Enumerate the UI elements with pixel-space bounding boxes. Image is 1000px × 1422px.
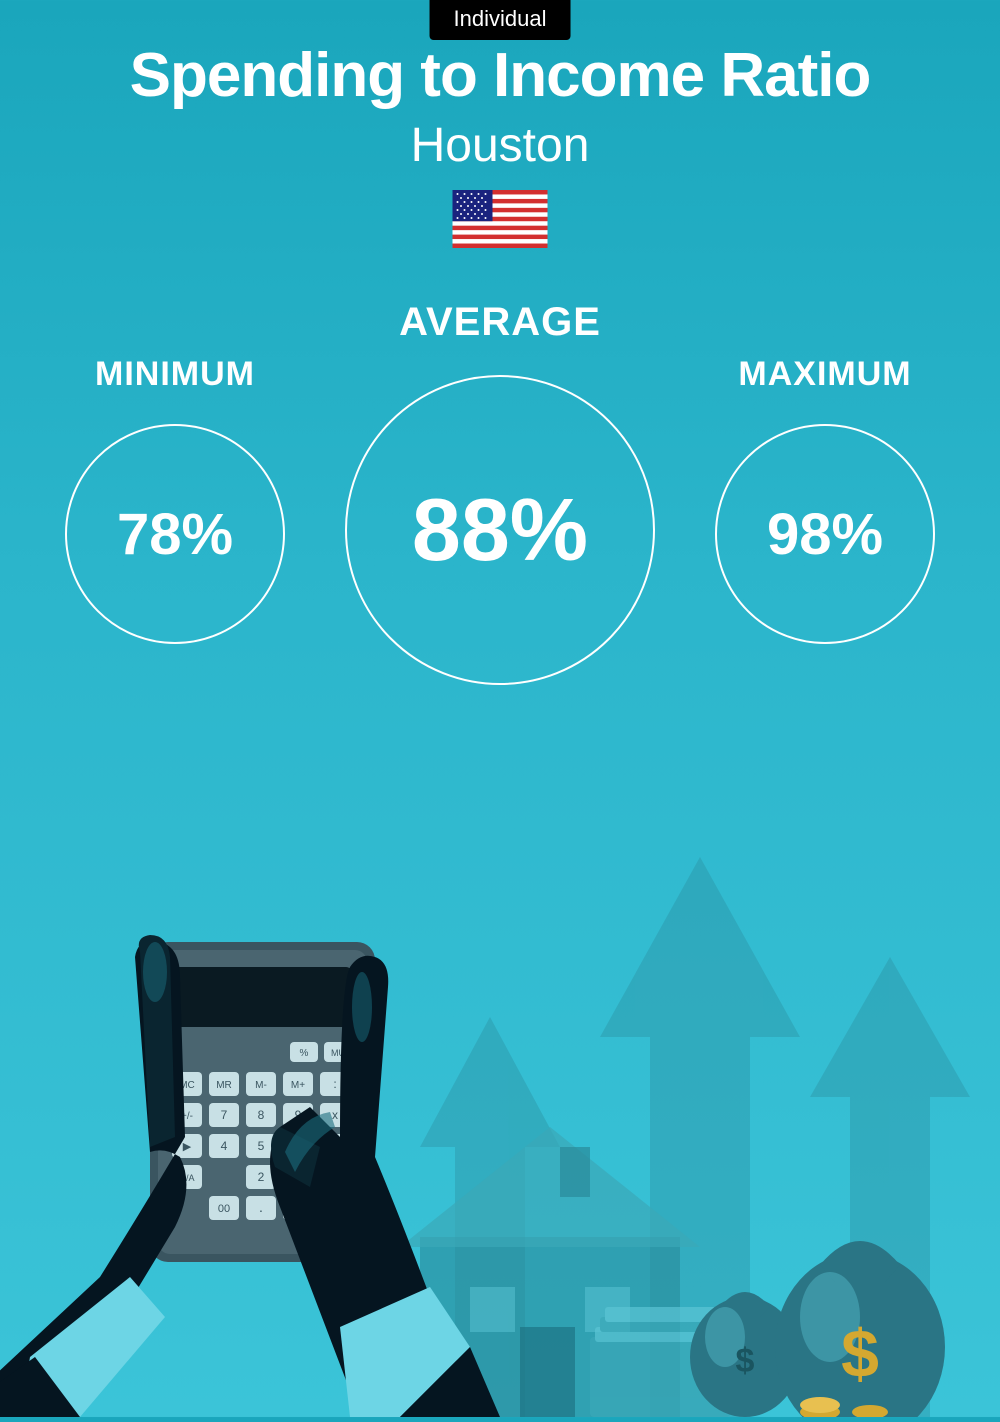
svg-text:5: 5 (258, 1139, 265, 1153)
city-name: Houston (0, 118, 1000, 173)
svg-text:MR: MR (216, 1080, 232, 1091)
svg-text:$: $ (841, 1316, 879, 1392)
stat-average-value: 88% (412, 479, 588, 581)
svg-text:4: 4 (221, 1139, 228, 1153)
finance-illustration: $ $ % MU (0, 857, 1000, 1417)
stat-maximum-label: MAXIMUM (738, 355, 911, 394)
usa-flag-icon (453, 190, 548, 248)
svg-text::: : (333, 1077, 336, 1091)
svg-text:M-: M- (255, 1080, 267, 1091)
stat-maximum-circle: 98% (715, 424, 935, 644)
stat-average-label: AVERAGE (399, 300, 601, 345)
svg-text:$: $ (736, 1342, 755, 1380)
stat-minimum-label: MINIMUM (95, 355, 255, 394)
stat-maximum: MAXIMUM 98% (715, 300, 935, 644)
page-title: Spending to Income Ratio (0, 40, 1000, 111)
stat-average: AVERAGE 88% (345, 300, 655, 685)
svg-text:%: % (300, 1048, 309, 1059)
svg-text:7: 7 (221, 1108, 228, 1122)
badge-individual: Individual (430, 0, 571, 40)
stat-minimum: MINIMUM 78% (65, 300, 285, 644)
stats-row: MINIMUM 78% AVERAGE 88% MAXIMUM 98% (0, 300, 1000, 685)
stat-minimum-circle: 78% (65, 424, 285, 644)
stat-minimum-value: 78% (117, 501, 233, 568)
stat-maximum-value: 98% (767, 501, 883, 568)
svg-text:x: x (332, 1108, 338, 1122)
svg-text:.: . (259, 1199, 263, 1215)
svg-text:8: 8 (258, 1108, 265, 1122)
svg-text:▶: ▶ (183, 1141, 192, 1153)
stat-average-circle: 88% (345, 375, 655, 685)
svg-text:00: 00 (218, 1203, 230, 1215)
svg-text:M+: M+ (291, 1080, 305, 1091)
svg-text:2: 2 (258, 1170, 265, 1184)
